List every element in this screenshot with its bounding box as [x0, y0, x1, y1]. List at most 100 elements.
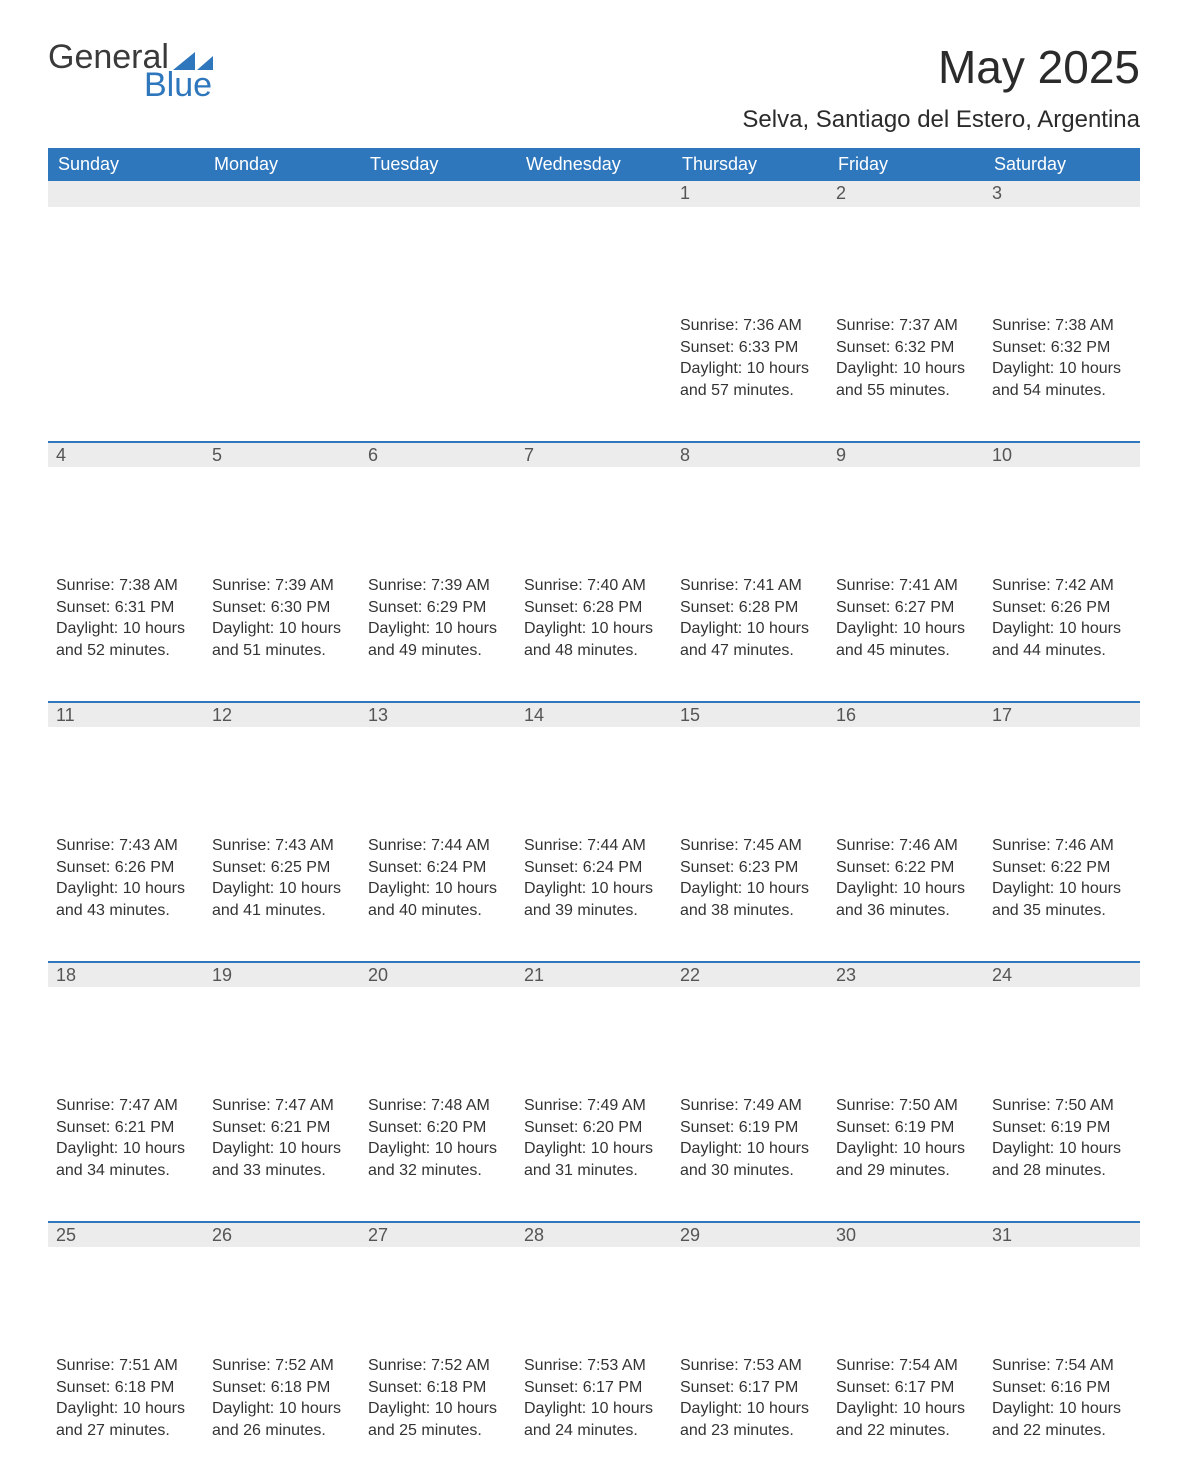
day-cell: Sunrise: 7:52 AMSunset: 6:18 PMDaylight:…	[360, 1351, 516, 1459]
day-number: 31	[984, 1221, 1140, 1247]
day-number: 14	[516, 701, 672, 727]
day-number: 17	[984, 701, 1140, 727]
day-cell: Sunrise: 7:36 AMSunset: 6:33 PMDaylight:…	[672, 311, 828, 419]
day-sunrise: Sunrise: 7:37 AM	[836, 315, 976, 337]
day-number: 10	[984, 441, 1140, 467]
weekday-header: Sunday	[48, 148, 204, 181]
day-number	[48, 181, 204, 207]
day-sunrise: Sunrise: 7:48 AM	[368, 1095, 508, 1117]
day-sunrise: Sunrise: 7:49 AM	[680, 1095, 820, 1117]
day-cell: Sunrise: 7:49 AMSunset: 6:19 PMDaylight:…	[672, 1091, 828, 1199]
day-day1: Daylight: 10 hours	[56, 878, 196, 900]
day-cell: Sunrise: 7:47 AMSunset: 6:21 PMDaylight:…	[204, 1091, 360, 1199]
day-cell	[516, 311, 672, 333]
day-cell: Sunrise: 7:50 AMSunset: 6:19 PMDaylight:…	[984, 1091, 1140, 1199]
day-cell: Sunrise: 7:43 AMSunset: 6:25 PMDaylight:…	[204, 831, 360, 939]
day-day1: Daylight: 10 hours	[836, 1138, 976, 1160]
day-day1: Daylight: 10 hours	[680, 878, 820, 900]
day-day1: Daylight: 10 hours	[680, 358, 820, 380]
day-sunrise: Sunrise: 7:49 AM	[524, 1095, 664, 1117]
day-sunrise: Sunrise: 7:38 AM	[56, 575, 196, 597]
day-day1: Daylight: 10 hours	[56, 1398, 196, 1420]
day-day1: Daylight: 10 hours	[524, 1138, 664, 1160]
day-sunrise: Sunrise: 7:52 AM	[212, 1355, 352, 1377]
day-day1: Daylight: 10 hours	[680, 1398, 820, 1420]
day-day2: and 55 minutes.	[836, 380, 976, 402]
weekday-header: Wednesday	[516, 148, 672, 181]
day-sunrise: Sunrise: 7:47 AM	[212, 1095, 352, 1117]
day-day1: Daylight: 10 hours	[680, 618, 820, 640]
day-sunrise: Sunrise: 7:53 AM	[680, 1355, 820, 1377]
day-number: 20	[360, 961, 516, 987]
day-cell: Sunrise: 7:50 AMSunset: 6:19 PMDaylight:…	[828, 1091, 984, 1199]
day-day1: Daylight: 10 hours	[992, 878, 1132, 900]
day-day2: and 25 minutes.	[368, 1420, 508, 1442]
day-number: 29	[672, 1221, 828, 1247]
weekday-header: Monday	[204, 148, 360, 181]
day-number: 27	[360, 1221, 516, 1247]
day-cell	[204, 311, 360, 333]
day-day1: Daylight: 10 hours	[992, 1398, 1132, 1420]
day-number: 12	[204, 701, 360, 727]
day-day1: Daylight: 10 hours	[368, 1138, 508, 1160]
page-title: May 2025	[938, 40, 1140, 94]
day-day2: and 47 minutes.	[680, 640, 820, 662]
day-day2: and 44 minutes.	[992, 640, 1132, 662]
day-cell: Sunrise: 7:44 AMSunset: 6:24 PMDaylight:…	[360, 831, 516, 939]
day-day2: and 30 minutes.	[680, 1160, 820, 1182]
day-number: 25	[48, 1221, 204, 1247]
day-sunset: Sunset: 6:22 PM	[992, 857, 1132, 879]
day-sunrise: Sunrise: 7:44 AM	[524, 835, 664, 857]
day-day2: and 32 minutes.	[368, 1160, 508, 1182]
day-day1: Daylight: 10 hours	[368, 618, 508, 640]
day-number: 15	[672, 701, 828, 727]
day-number: 9	[828, 441, 984, 467]
day-sunset: Sunset: 6:28 PM	[680, 597, 820, 619]
day-number: 3	[984, 181, 1140, 207]
day-day2: and 45 minutes.	[836, 640, 976, 662]
day-day2: and 43 minutes.	[56, 900, 196, 922]
day-sunrise: Sunrise: 7:39 AM	[368, 575, 508, 597]
day-day1: Daylight: 10 hours	[524, 1398, 664, 1420]
day-number: 30	[828, 1221, 984, 1247]
weekday-header-row: SundayMondayTuesdayWednesdayThursdayFrid…	[48, 148, 1140, 181]
day-cell: Sunrise: 7:44 AMSunset: 6:24 PMDaylight:…	[516, 831, 672, 939]
day-day1: Daylight: 10 hours	[836, 878, 976, 900]
day-day2: and 52 minutes.	[56, 640, 196, 662]
day-sunrise: Sunrise: 7:36 AM	[680, 315, 820, 337]
day-day2: and 34 minutes.	[56, 1160, 196, 1182]
day-sunrise: Sunrise: 7:38 AM	[992, 315, 1132, 337]
day-sunset: Sunset: 6:26 PM	[56, 857, 196, 879]
day-cell: Sunrise: 7:49 AMSunset: 6:20 PMDaylight:…	[516, 1091, 672, 1199]
day-cell: Sunrise: 7:41 AMSunset: 6:28 PMDaylight:…	[672, 571, 828, 679]
day-day2: and 40 minutes.	[368, 900, 508, 922]
day-day1: Daylight: 10 hours	[992, 1138, 1132, 1160]
day-sunset: Sunset: 6:21 PM	[56, 1117, 196, 1139]
day-sunset: Sunset: 6:17 PM	[836, 1377, 976, 1399]
day-day1: Daylight: 10 hours	[680, 1138, 820, 1160]
logo: General Blue	[48, 40, 213, 102]
day-cell: Sunrise: 7:53 AMSunset: 6:17 PMDaylight:…	[516, 1351, 672, 1459]
day-sunrise: Sunrise: 7:54 AM	[992, 1355, 1132, 1377]
day-sunrise: Sunrise: 7:44 AM	[368, 835, 508, 857]
day-sunset: Sunset: 6:27 PM	[836, 597, 976, 619]
day-cell: Sunrise: 7:53 AMSunset: 6:17 PMDaylight:…	[672, 1351, 828, 1459]
day-cell: Sunrise: 7:37 AMSunset: 6:32 PMDaylight:…	[828, 311, 984, 419]
day-number: 24	[984, 961, 1140, 987]
day-cell: Sunrise: 7:47 AMSunset: 6:21 PMDaylight:…	[48, 1091, 204, 1199]
day-number: 8	[672, 441, 828, 467]
day-sunset: Sunset: 6:23 PM	[680, 857, 820, 879]
day-cell: Sunrise: 7:52 AMSunset: 6:18 PMDaylight:…	[204, 1351, 360, 1459]
day-number: 7	[516, 441, 672, 467]
day-cell: Sunrise: 7:54 AMSunset: 6:17 PMDaylight:…	[828, 1351, 984, 1459]
day-day1: Daylight: 10 hours	[836, 618, 976, 640]
day-number: 1	[672, 181, 828, 207]
calendar-table: SundayMondayTuesdayWednesdayThursdayFrid…	[48, 148, 1140, 1481]
day-cell: Sunrise: 7:51 AMSunset: 6:18 PMDaylight:…	[48, 1351, 204, 1459]
day-sunrise: Sunrise: 7:51 AM	[56, 1355, 196, 1377]
day-sunset: Sunset: 6:25 PM	[212, 857, 352, 879]
day-day2: and 27 minutes.	[56, 1420, 196, 1442]
day-sunset: Sunset: 6:21 PM	[212, 1117, 352, 1139]
day-number: 28	[516, 1221, 672, 1247]
day-sunset: Sunset: 6:28 PM	[524, 597, 664, 619]
